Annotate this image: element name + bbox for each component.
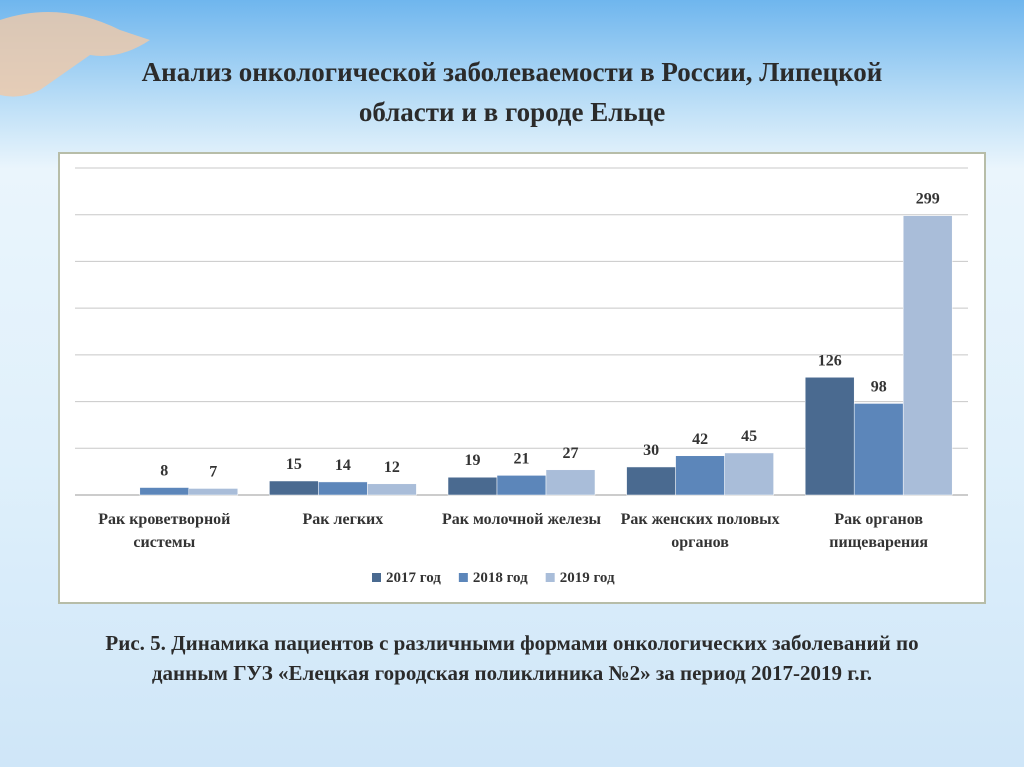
bar — [853, 403, 904, 496]
value-label: 8 — [160, 463, 168, 480]
legend-label: 2017 год — [386, 570, 441, 586]
bar — [626, 466, 676, 496]
figure-caption: Рис. 5. Динамика пациентов с различными … — [105, 631, 919, 685]
value-label: 299 — [916, 191, 940, 208]
value-label: 126 — [818, 352, 842, 369]
value-label: 42 — [692, 431, 708, 448]
value-label: 27 — [563, 445, 579, 462]
bar — [675, 455, 725, 496]
legend-swatch — [458, 573, 468, 582]
value-label: 7 — [209, 463, 217, 480]
value-label: 30 — [643, 442, 659, 459]
x-tick-label: Рак кроветворной системы — [98, 511, 231, 551]
value-label: 19 — [465, 452, 481, 469]
legend-label: 2019 год — [560, 570, 615, 586]
bar — [188, 488, 239, 496]
bar — [545, 469, 596, 496]
bar — [139, 487, 190, 496]
x-tick-label: Рак легких — [302, 511, 384, 528]
value-label: 45 — [741, 428, 757, 445]
bar — [724, 452, 774, 496]
legend-swatch — [545, 573, 555, 582]
slide-title: Анализ онкологической заболеваемости в Р… — [141, 57, 883, 127]
x-tick-label: Рак молочной железы — [442, 511, 601, 528]
value-label: 15 — [286, 456, 302, 473]
value-label: 12 — [384, 459, 400, 476]
bar — [367, 483, 417, 496]
hand-decoration — [0, 12, 150, 97]
legend-label: 2018 год — [473, 570, 528, 586]
bar — [496, 475, 547, 496]
bar — [902, 215, 953, 496]
value-label: 21 — [514, 450, 530, 467]
x-tick-label: Рак органов пищеварения — [829, 511, 929, 551]
bar — [269, 480, 319, 496]
bar — [447, 476, 498, 496]
bar — [804, 377, 855, 496]
value-label: 98 — [871, 378, 887, 395]
legend-swatch — [372, 573, 381, 582]
bar — [318, 481, 368, 496]
x-tick-label: Рак женских половых органов — [620, 511, 780, 551]
value-label: 14 — [335, 457, 351, 474]
